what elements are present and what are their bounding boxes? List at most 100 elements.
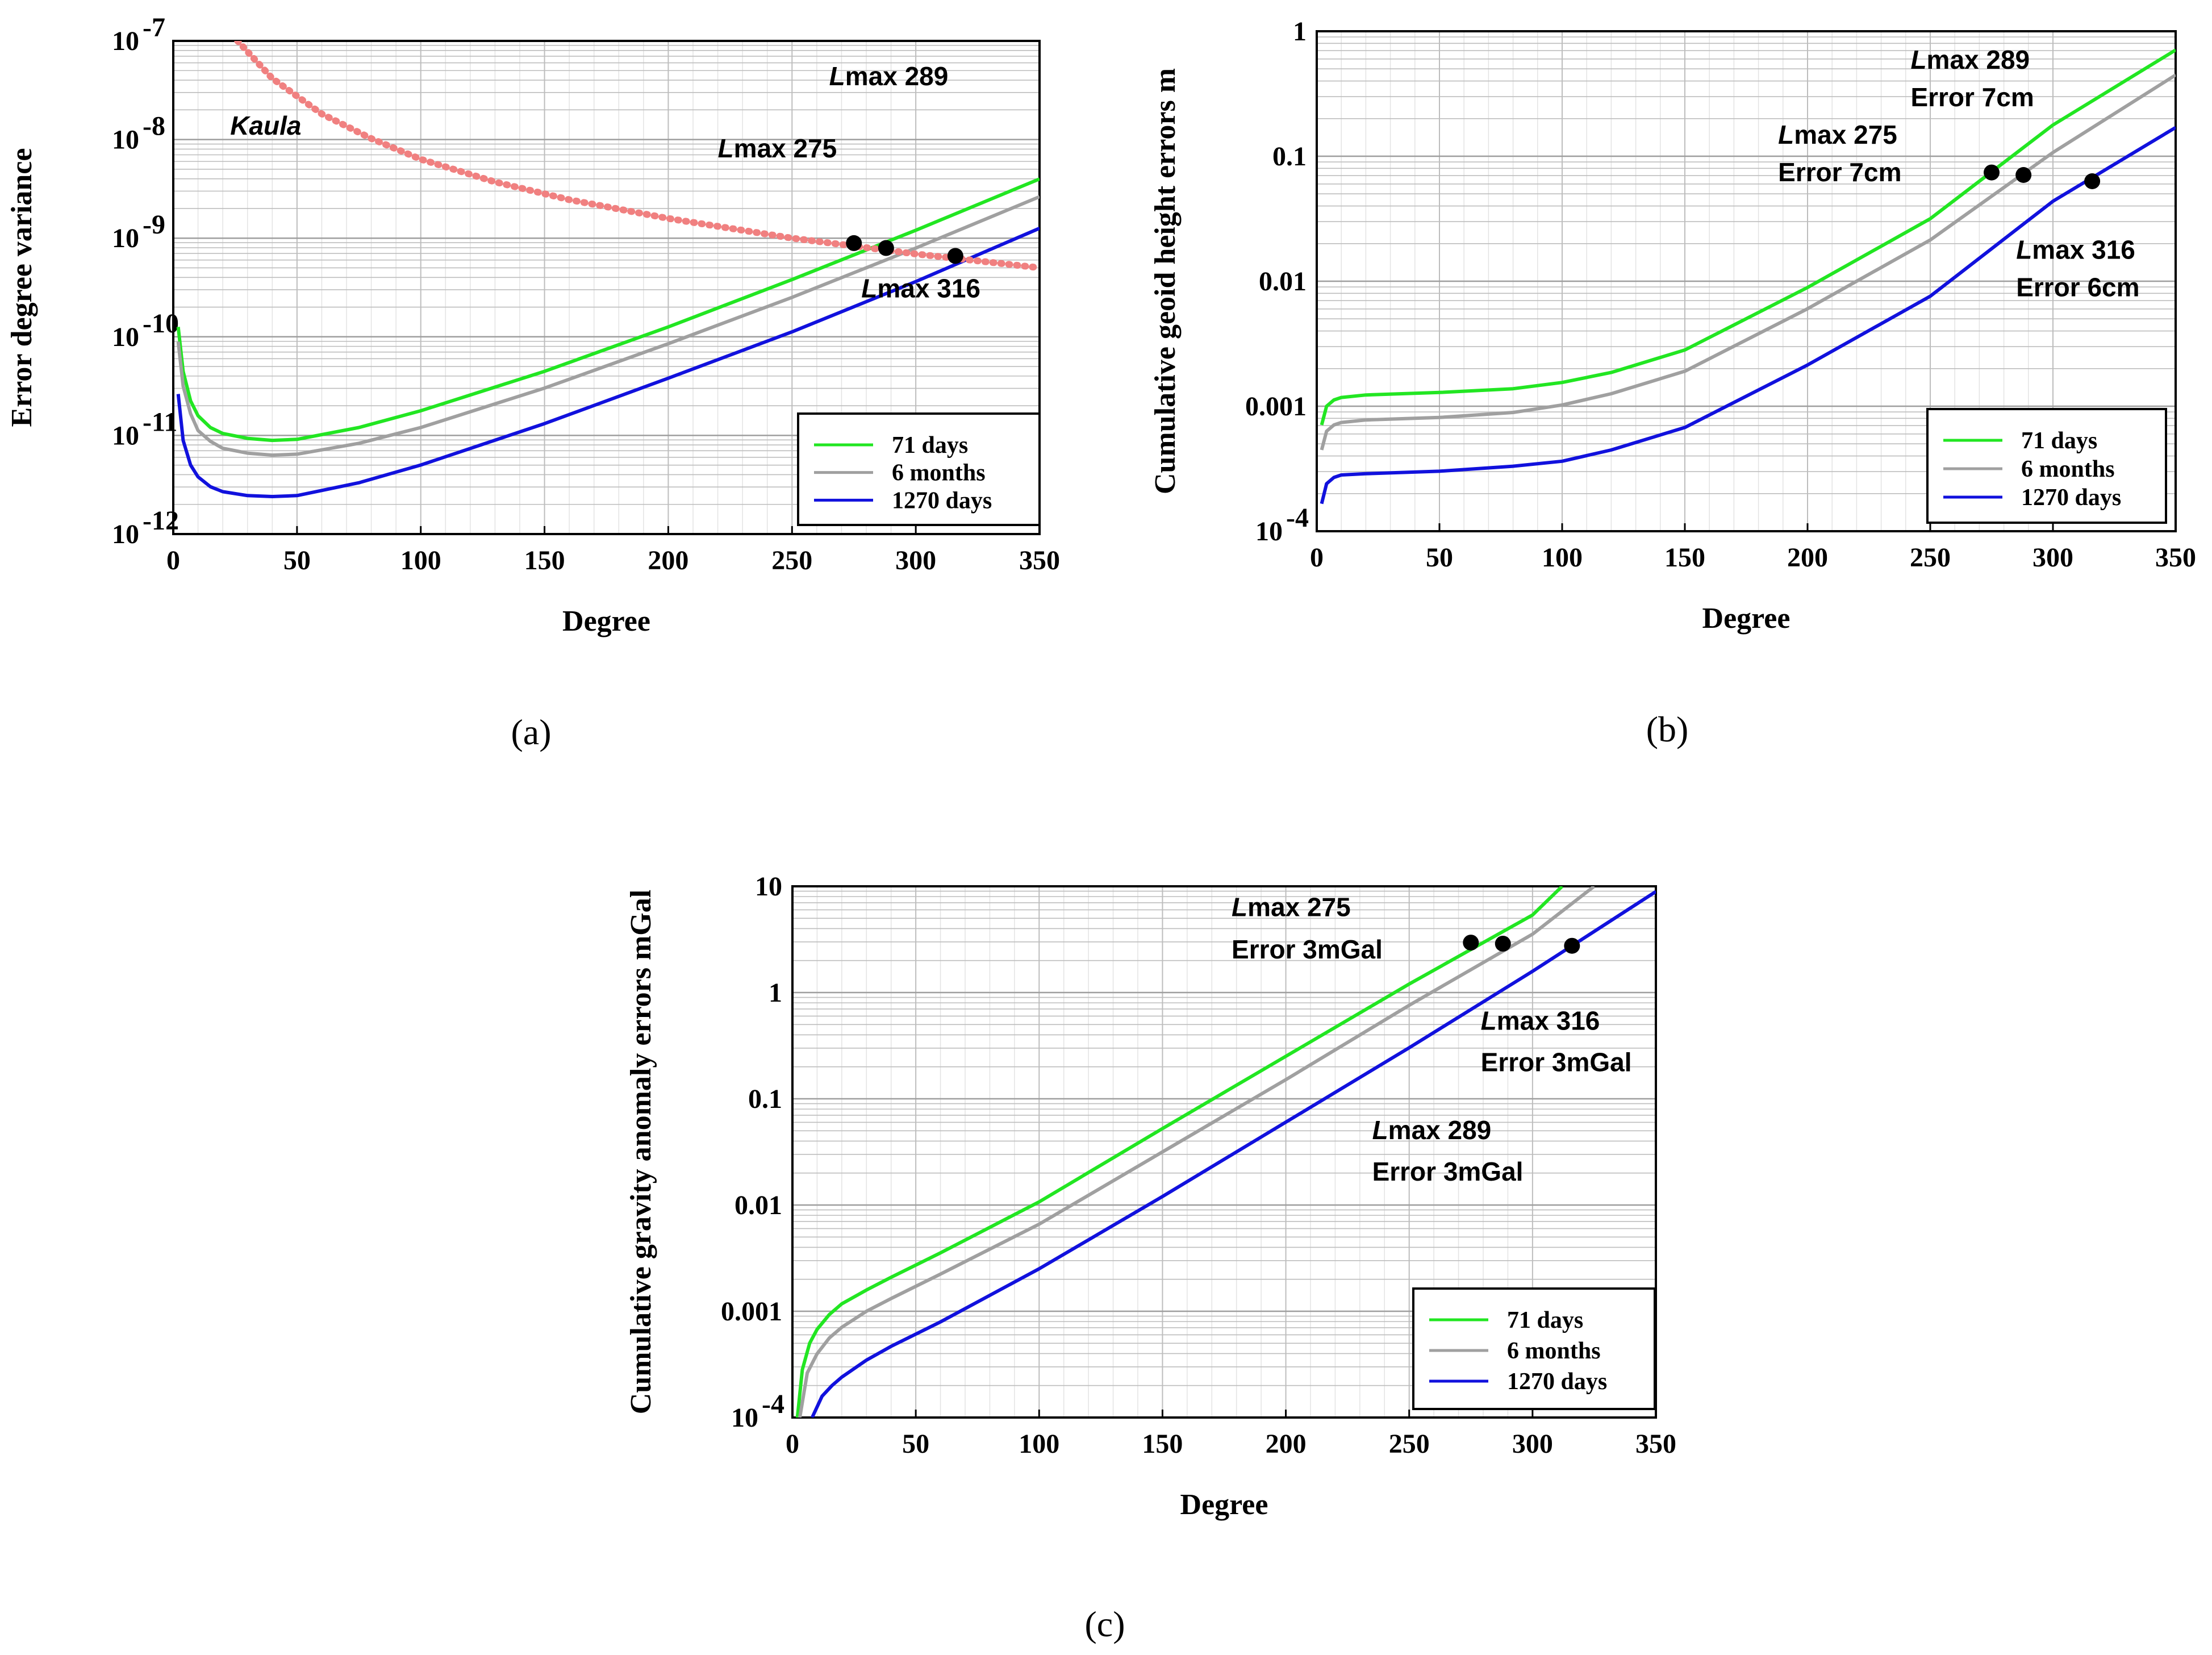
annotation-rest: max 316 xyxy=(1497,1006,1600,1035)
plot-frame xyxy=(1316,30,2177,532)
y-tick-label: 0.001 xyxy=(721,1297,782,1327)
x-tick-label: 150 xyxy=(1664,543,1705,573)
annotation-rest: max 275 xyxy=(1794,120,1897,149)
annotation-text: Kaula xyxy=(230,111,301,140)
series-line-1270-days xyxy=(1320,126,2176,505)
lmax-marker xyxy=(947,248,963,264)
annotation-rest: Error 3mGal xyxy=(1232,935,1383,964)
y-tick-label: 10 xyxy=(112,223,139,253)
y-tick-exponent: -8 xyxy=(143,111,165,141)
legend-label: 1270 days xyxy=(2021,485,2121,511)
y-tick-exponent: -4 xyxy=(762,1389,784,1419)
x-tick-label: 350 xyxy=(2155,543,2196,573)
x-tick-label: 150 xyxy=(524,545,565,576)
annotation-italic: Kaula xyxy=(230,111,301,140)
lmax-marker xyxy=(1564,937,1580,954)
plot-frame xyxy=(172,40,1041,535)
annotation-italic: L xyxy=(861,273,877,303)
legend-box xyxy=(1412,1287,1656,1410)
chart-panel-a: 0 50 100 150 200 250 300 35010-710-810-910-1010… xyxy=(6,12,1060,752)
x-tick-label: 300 xyxy=(895,545,936,576)
x-axis-label: Degree xyxy=(1180,1489,1268,1521)
annotation-rest: max 289 xyxy=(1388,1115,1492,1145)
y-tick-exponent: -7 xyxy=(143,12,165,43)
annotation-italic: L xyxy=(718,134,734,163)
y-tick-label: 0.1 xyxy=(1272,141,1307,172)
annotation-rest: max 316 xyxy=(877,273,980,303)
panel-caption: (c) xyxy=(1084,1604,1125,1644)
plot-frame xyxy=(791,885,1657,1419)
annotation-rest: Error 7cm xyxy=(1778,157,1901,187)
y-tick-label: 10 xyxy=(1255,516,1283,547)
annotation-rest: max 316 xyxy=(2032,235,2135,264)
y-tick-label: 10 xyxy=(112,519,139,549)
y-tick-label: 10 xyxy=(112,420,139,451)
legend-label: 6 months xyxy=(1507,1338,1601,1364)
x-axis-label: Degree xyxy=(1702,602,1791,635)
x-tick-label: 200 xyxy=(1787,543,1828,573)
annotation-rest: Error 3mGal xyxy=(1372,1157,1524,1186)
annotation-text: Error 3mGal xyxy=(1372,1157,1524,1186)
annotation-text: Lmax 275 xyxy=(718,134,837,163)
lmax-marker xyxy=(1984,164,2000,181)
x-tick-label: 100 xyxy=(1542,543,1583,573)
y-tick-label: 10 xyxy=(112,125,139,155)
chart-panel-b: 0 50 100 150 200 250 300 350 1 0.1 0.01 0.001 10 -4 De… xyxy=(1149,16,2196,749)
legend-label: 71 days xyxy=(1507,1307,1583,1333)
y-tick-label: 10 xyxy=(112,26,139,56)
series-line-71-days xyxy=(795,886,1564,1418)
annotation-text: Error 6cm xyxy=(2016,272,2139,302)
y-axis-label: Error degree variance xyxy=(6,148,38,427)
annotation-rest: max 289 xyxy=(845,61,949,91)
annotation-italic: L xyxy=(1232,892,1247,922)
lmax-marker xyxy=(2015,167,2032,183)
series-line-6-months xyxy=(176,195,1040,457)
y-axis-label: Cumulative geoid height errors m xyxy=(1149,68,1182,494)
lmax-marker xyxy=(878,240,894,256)
annotation-rest: max 275 xyxy=(1247,892,1351,922)
x-tick-label: 0 xyxy=(1310,543,1324,573)
y-tick-label: 1 xyxy=(769,978,782,1008)
annotation-italic: L xyxy=(1481,1006,1497,1035)
annotation-text: Lmax 275 xyxy=(1232,892,1351,922)
annotation-italic: L xyxy=(1778,120,1794,149)
annotation-text: Error 7cm xyxy=(1778,157,1901,187)
annotation-rest: Error 6cm xyxy=(2016,272,2139,302)
x-tick-label: 200 xyxy=(648,545,688,576)
annotation-rest: max 289 xyxy=(1927,45,2030,74)
x-tick-label: 0 xyxy=(166,545,180,576)
annotation-rest: Error 7cm xyxy=(1910,82,2034,112)
legend-label: 6 months xyxy=(2021,456,2115,482)
x-tick-label: 200 xyxy=(1266,1429,1307,1459)
y-tick-exponent: -11 xyxy=(143,407,177,437)
x-tick-label: 50 xyxy=(902,1429,929,1459)
series-line-1270-days xyxy=(176,227,1040,498)
y-tick-exponent: -4 xyxy=(1286,503,1309,533)
plot-area xyxy=(1320,48,2176,505)
annotation-text: Error 3mGal xyxy=(1232,935,1383,964)
y-axis-label: Cumulative gravity anomaly errors mGal xyxy=(625,890,657,1414)
annotation-text: Lmax 316 xyxy=(2016,235,2135,264)
legend-label: 6 months xyxy=(892,460,986,486)
lmax-marker xyxy=(1463,935,1479,951)
annotation-italic: L xyxy=(829,61,845,91)
x-tick-label: 50 xyxy=(283,545,311,576)
x-tick-label: 150 xyxy=(1142,1429,1183,1459)
x-tick-label: 300 xyxy=(2032,543,2073,573)
annotation-text: Lmax 289 xyxy=(829,61,949,91)
y-tick-label: 0.01 xyxy=(1259,266,1307,297)
panel-caption: (b) xyxy=(1646,709,1689,749)
x-tick-label: 100 xyxy=(1019,1429,1059,1459)
series-line-1270-days xyxy=(810,890,1656,1418)
x-tick-label: 100 xyxy=(400,545,441,576)
annotation-text: Error 3mGal xyxy=(1481,1047,1632,1077)
legend-box xyxy=(1926,408,2167,524)
y-tick-label: 1 xyxy=(1293,16,1307,47)
lmax-marker xyxy=(846,235,862,251)
y-tick-label: 0.1 xyxy=(748,1084,782,1114)
x-tick-label: 350 xyxy=(1019,545,1060,576)
legend-label: 1270 days xyxy=(1507,1369,1607,1395)
y-tick-exponent: -12 xyxy=(143,506,179,536)
